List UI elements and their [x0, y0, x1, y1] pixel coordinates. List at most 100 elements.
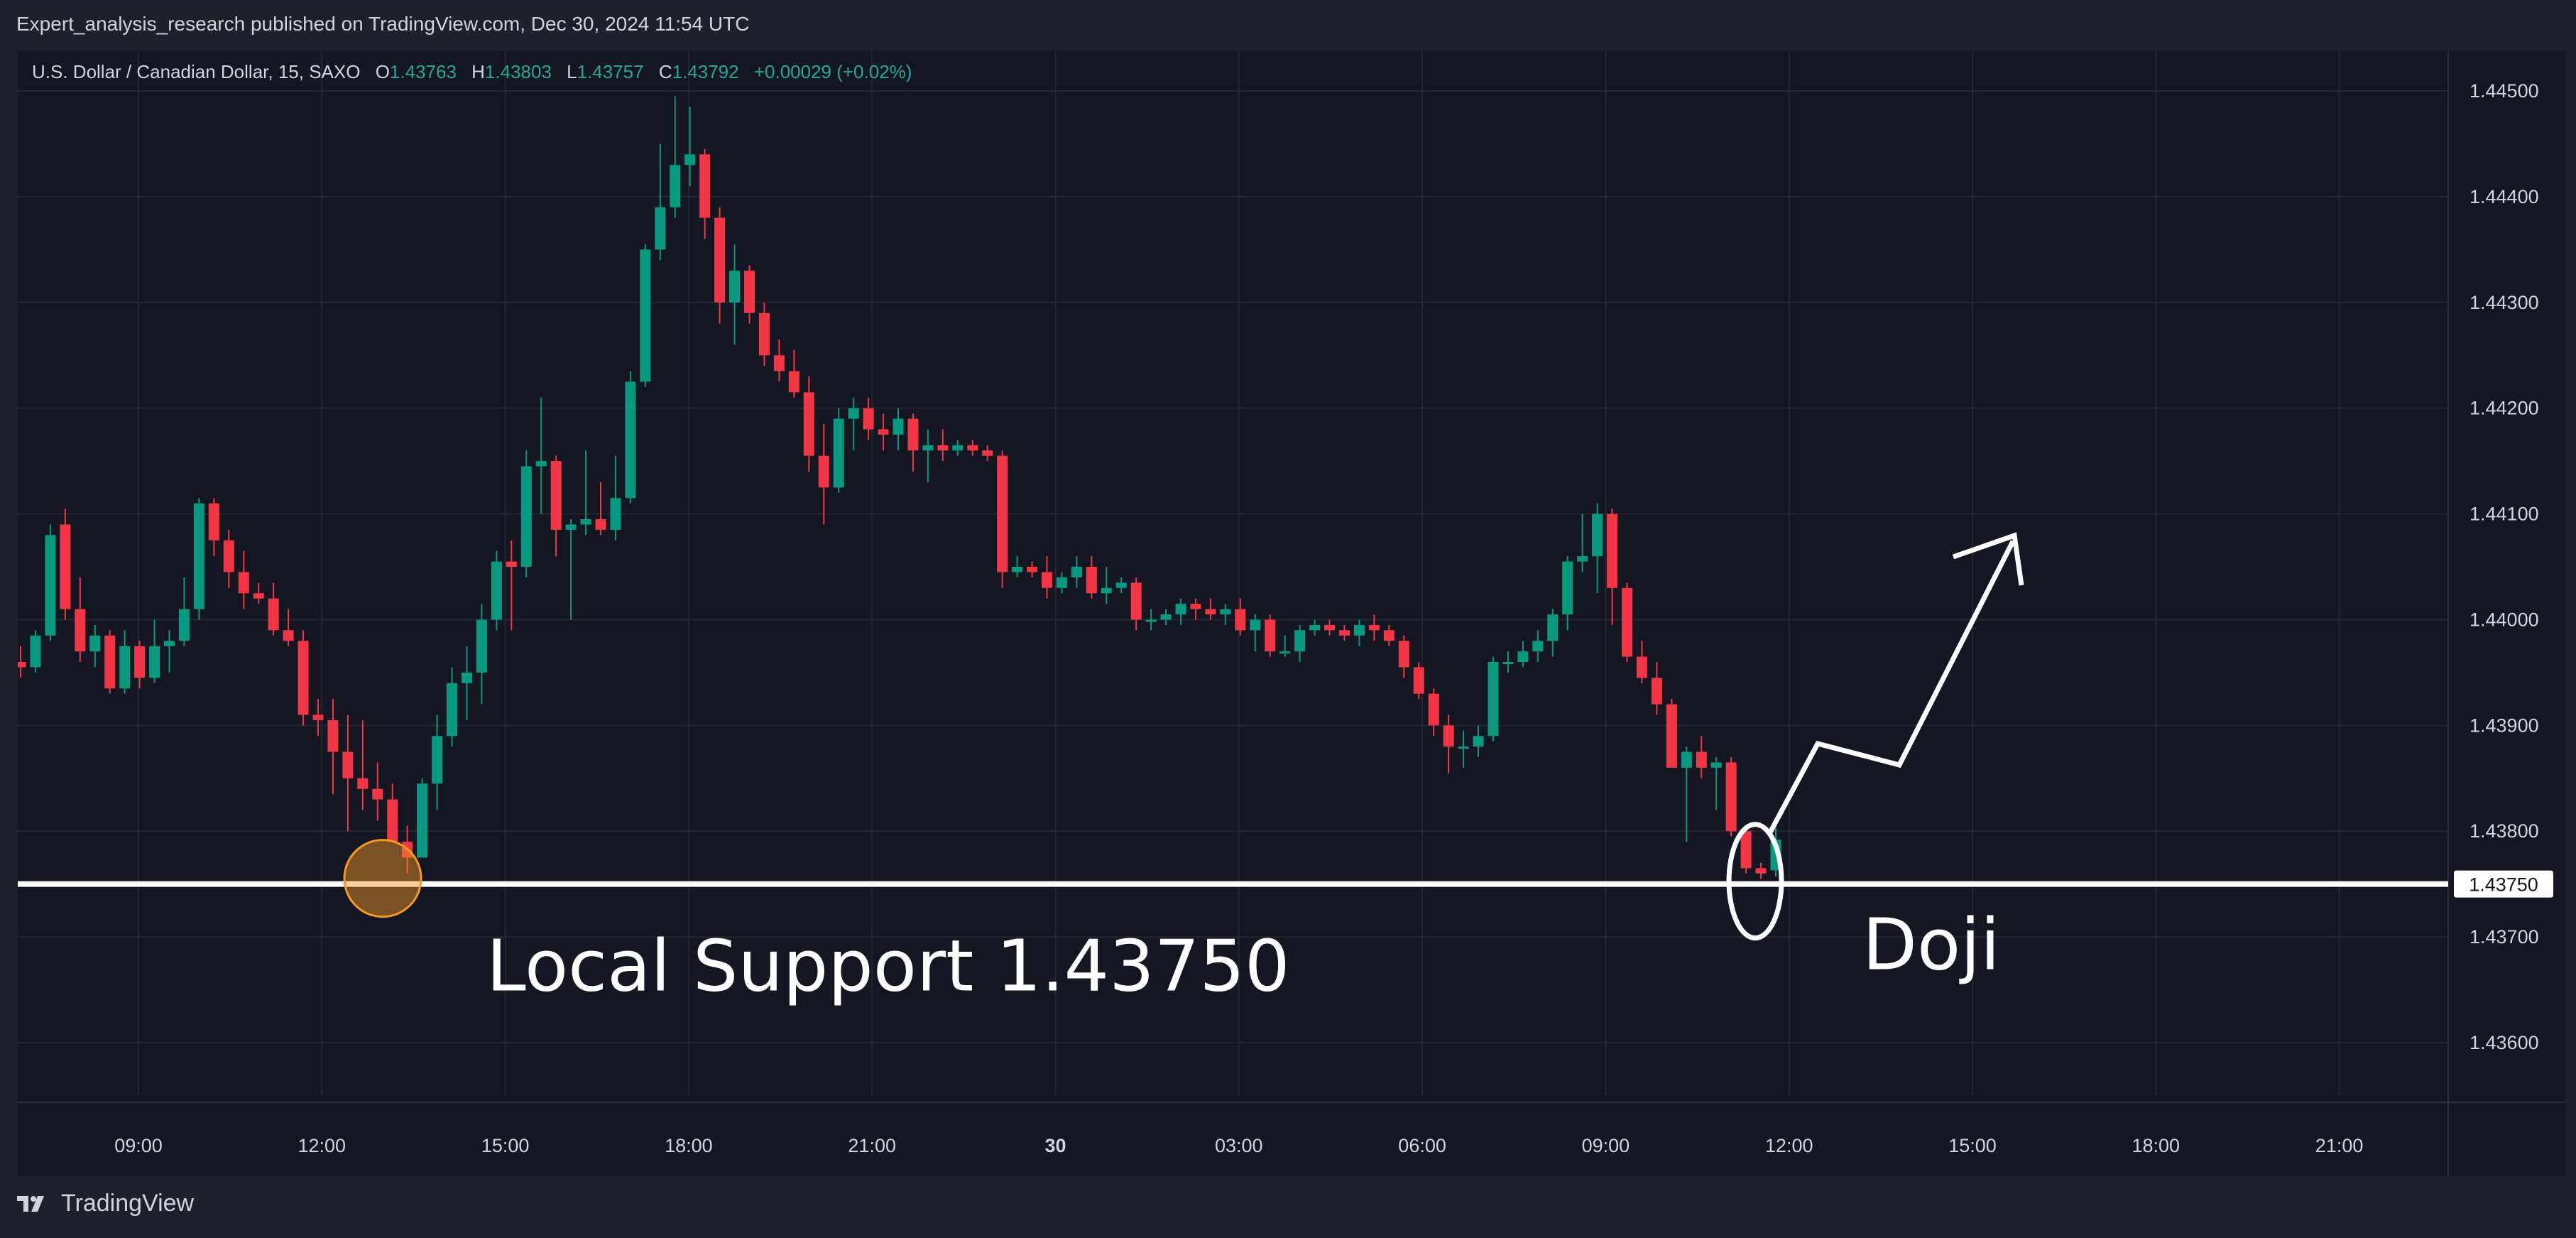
footer-bar	[0, 1176, 2576, 1238]
candle-body	[878, 429, 889, 435]
candle-body	[253, 593, 264, 599]
candle-body	[342, 751, 354, 778]
price-tick-label: 1.43700	[2469, 926, 2539, 947]
change-value: +0.00029 (+0.02%)	[753, 61, 912, 82]
candle-body	[1562, 561, 1573, 614]
candle-body	[1012, 567, 1023, 572]
candle-body	[967, 445, 978, 451]
candle-body	[907, 418, 919, 451]
candle-body	[1383, 630, 1395, 641]
candle-body	[818, 455, 829, 488]
candle-body	[1220, 609, 1231, 614]
candle-body	[1651, 678, 1662, 705]
candle-body	[952, 445, 964, 451]
candle-body	[506, 561, 517, 567]
candle-body	[1636, 656, 1647, 678]
candle-body	[699, 154, 711, 218]
candle-body	[655, 207, 666, 250]
candle-body	[640, 249, 651, 382]
high-value: 1.43803	[484, 61, 552, 82]
candle-body	[1056, 577, 1067, 588]
candle-body	[283, 630, 294, 641]
price-tick-label: 1.44400	[2469, 186, 2539, 207]
candle-body	[1071, 567, 1082, 577]
candle-body	[937, 445, 949, 451]
open-label: O	[375, 61, 390, 82]
candle-body	[208, 503, 219, 541]
candle-body	[758, 313, 770, 356]
candle-body	[1027, 567, 1038, 572]
tradingview-wordmark: TradingView	[61, 1190, 195, 1217]
price-tick-label: 1.44500	[2469, 80, 2539, 102]
time-tick-label: 12:00	[1765, 1135, 1813, 1156]
candle-body	[312, 715, 324, 720]
time-tick-label: 18:00	[665, 1135, 713, 1156]
candle-body	[893, 418, 904, 435]
candle-body	[134, 646, 146, 678]
time-tick-label: 21:00	[848, 1135, 896, 1156]
candle-body	[357, 778, 369, 789]
candle-body	[848, 408, 859, 419]
candle-body	[788, 371, 799, 393]
candle-body	[268, 598, 279, 631]
candle-body	[1517, 651, 1529, 662]
candle-body	[610, 498, 621, 530]
candle-body	[1696, 751, 1707, 768]
candle-body	[223, 540, 234, 572]
close-label: C	[658, 61, 672, 82]
time-tick-label: 12:00	[298, 1135, 346, 1156]
candle-body	[193, 503, 204, 609]
time-tick-label: 30	[1044, 1135, 1066, 1156]
candle-body	[1398, 641, 1409, 668]
candle-body	[1324, 624, 1336, 631]
candle-body	[298, 641, 309, 715]
candle-body	[670, 165, 681, 207]
candle-body	[1160, 614, 1172, 620]
candle-body	[565, 524, 577, 530]
publication-bar: Expert_analysis_research published on Tr…	[0, 0, 2576, 51]
candle-body	[119, 646, 131, 689]
candle-body	[997, 455, 1008, 572]
candle-body	[60, 524, 71, 609]
candle-body	[1592, 514, 1603, 557]
candle-body	[1622, 587, 1633, 657]
time-tick-label: 15:00	[481, 1135, 530, 1156]
candle-body	[104, 635, 116, 689]
candle-body	[1547, 614, 1559, 641]
candle-body	[1532, 641, 1544, 652]
candle-body	[684, 154, 696, 165]
current-price-badge	[2454, 870, 2553, 898]
candle-body	[1145, 619, 1157, 622]
candle-body	[327, 720, 339, 752]
price-tick-label: 1.43900	[2469, 715, 2539, 736]
candle-body	[1458, 746, 1469, 749]
chart-area[interactable]: 1.44500 1.44400 1.44300 1.44200 1.44100 1.440…	[18, 51, 2565, 1176]
publication-text: Expert_analysis_research published on Tr…	[16, 13, 750, 35]
candle-body	[1502, 662, 1514, 664]
candle-body	[1101, 587, 1112, 594]
candle-body	[744, 271, 755, 313]
chart-svg[interactable]: 1.44500 1.44400 1.44300 1.44200 1.44100 1.440…	[18, 51, 2565, 1176]
candle-body	[89, 635, 101, 652]
candle-body	[30, 635, 41, 668]
support-touch-highlight	[343, 839, 422, 918]
candle-body	[18, 662, 26, 668]
candle-body	[550, 461, 562, 530]
projection-arrowhead	[1952, 532, 2024, 586]
candle-body	[729, 271, 741, 303]
candle-body	[476, 619, 487, 673]
candle-body	[1413, 667, 1424, 694]
candle-body	[1473, 736, 1484, 747]
price-tick-label: 1.43800	[2469, 820, 2539, 842]
candle-body	[1294, 630, 1306, 652]
candle-body	[1353, 624, 1365, 636]
candle-body	[372, 788, 383, 800]
candle-body	[1681, 751, 1692, 768]
candle-body	[1041, 572, 1052, 588]
candle-body	[1250, 619, 1261, 631]
tradingview-brand[interactable]: TradingView	[16, 1190, 194, 1217]
time-tick-label: 15:00	[1948, 1135, 1997, 1156]
candle-body	[1488, 662, 1499, 737]
time-tick-label: 09:00	[1582, 1135, 1630, 1156]
price-tick-label: 1.44100	[2469, 504, 2539, 525]
